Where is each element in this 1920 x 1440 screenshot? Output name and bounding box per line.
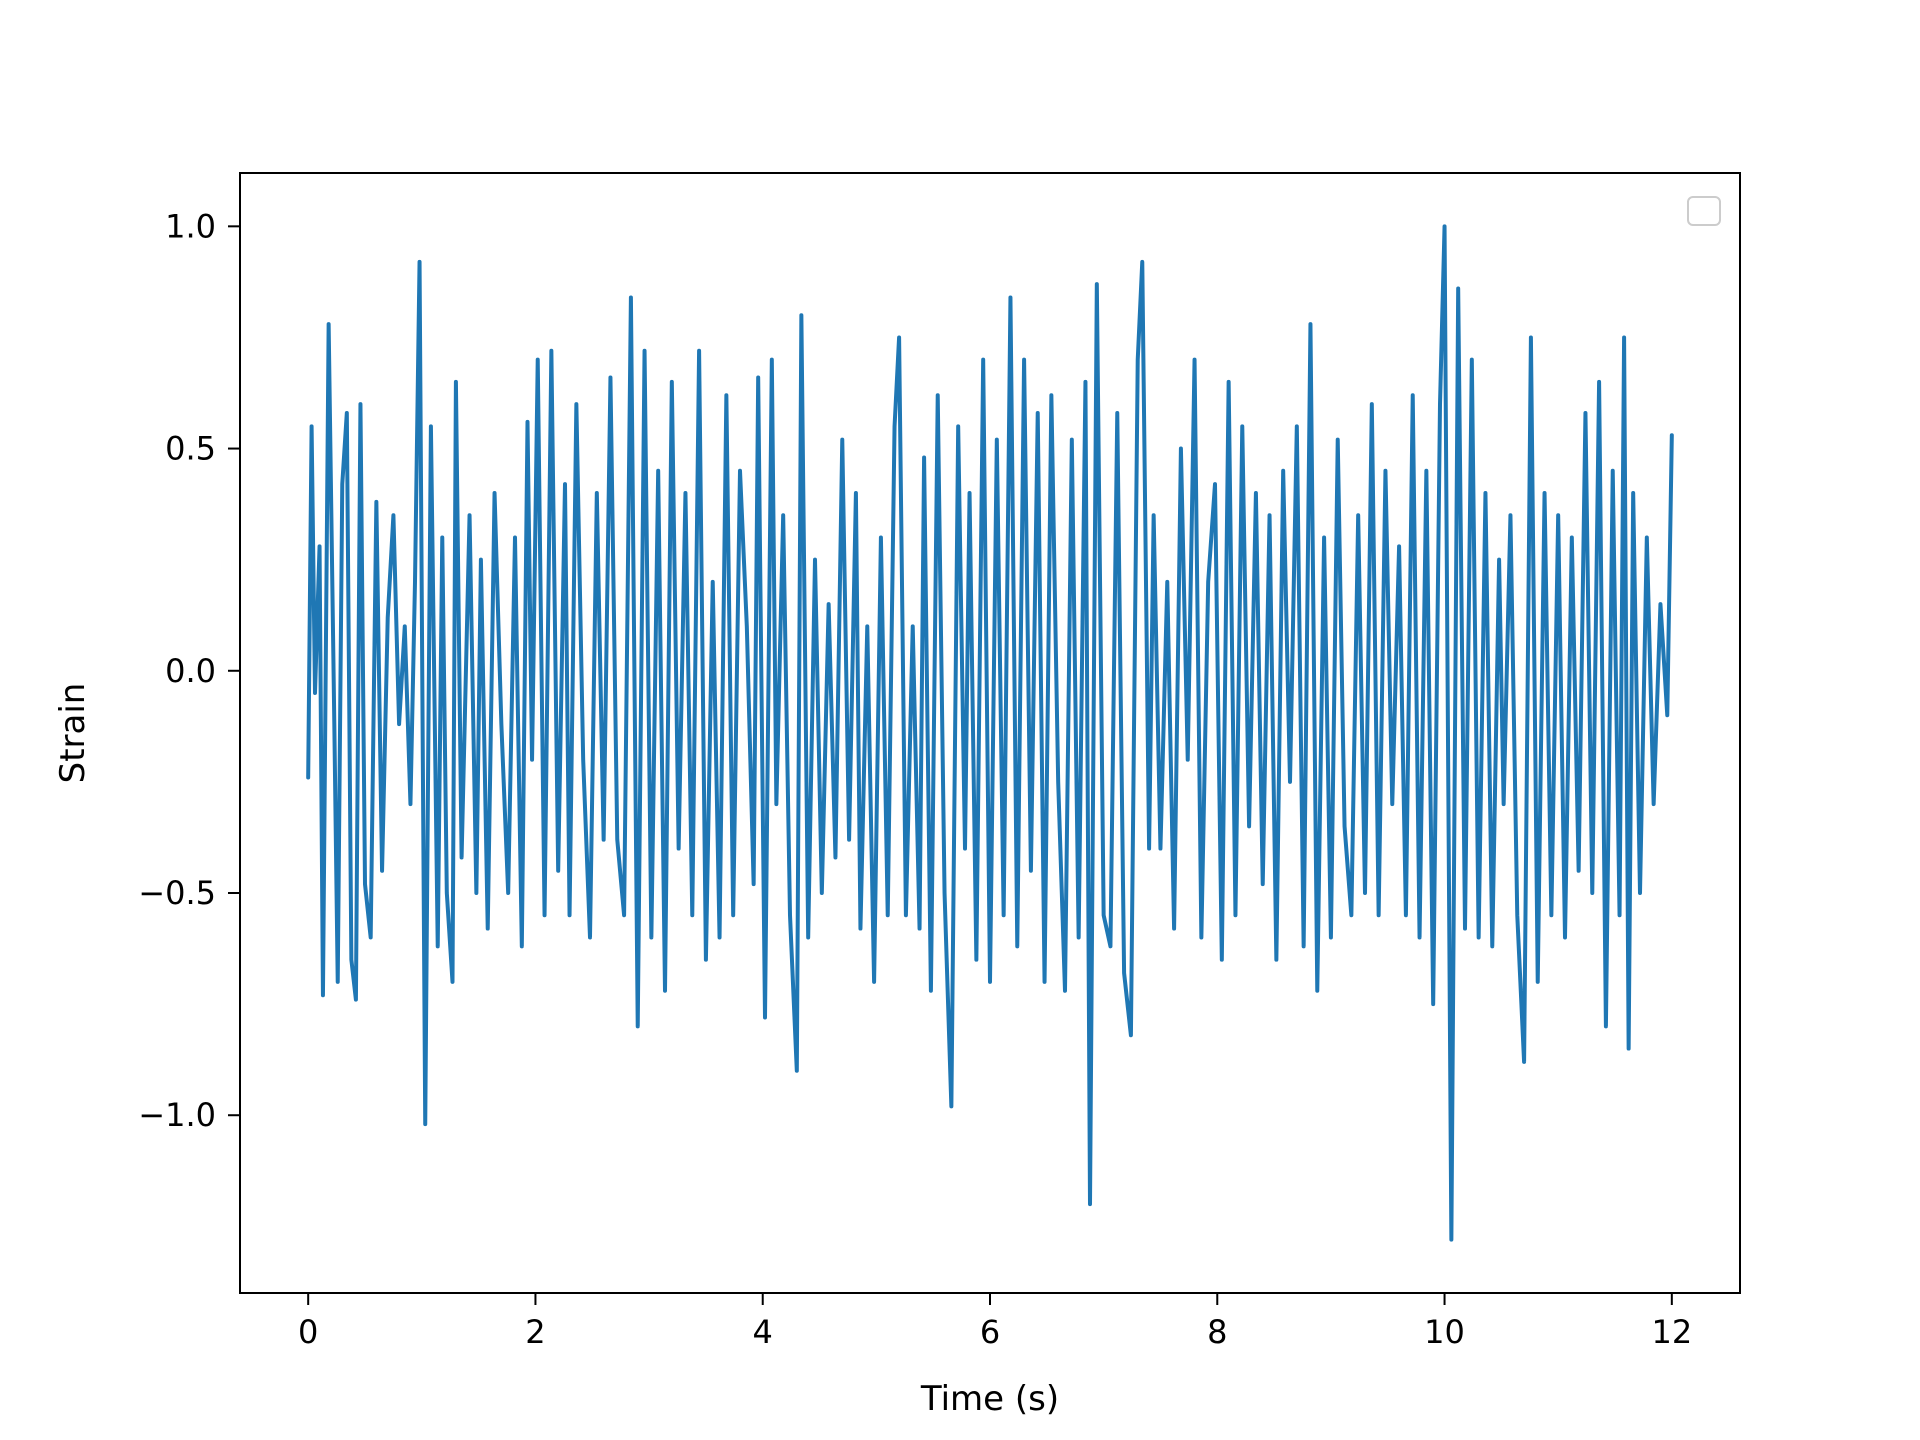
x-tick-label: 4 [753,1313,773,1351]
y-tick-label: 1.0 [165,207,216,245]
y-tick-label: 0.5 [165,430,216,468]
plot-frame [239,172,1741,1294]
y-axis-label: Strain [53,683,93,784]
x-tick-label: 0 [298,1313,318,1351]
x-tick-label: 6 [980,1313,1000,1351]
y-tick-label: −1.0 [138,1096,216,1134]
tick-layer: 0 2 4 6 8 10 12 1.0 0.5 0.0 −0.5 −1.0 [138,207,1692,1351]
x-tick-label: 2 [525,1313,545,1351]
y-tick-label: −0.5 [138,874,216,912]
strain-series-line [306,224,1674,1242]
x-axis-label: Time (s) [920,1379,1059,1419]
series-layer [306,224,1674,1242]
x-tick-label: 8 [1207,1313,1227,1351]
x-tick-label: 12 [1651,1313,1692,1351]
x-tick-label: 10 [1424,1313,1465,1351]
legend-box [1687,196,1721,226]
y-tick-label: 0.0 [165,652,216,690]
